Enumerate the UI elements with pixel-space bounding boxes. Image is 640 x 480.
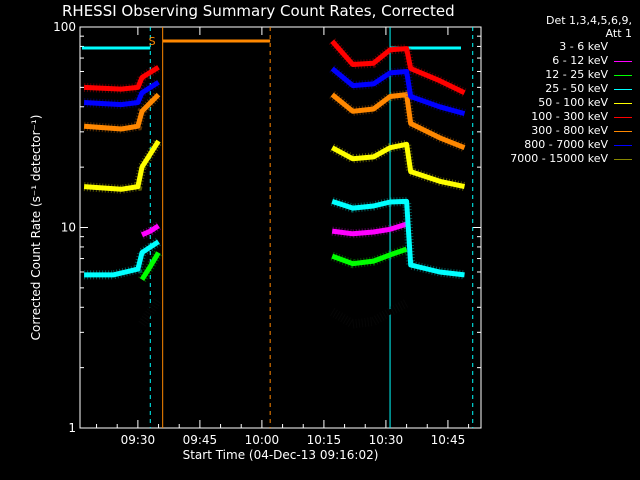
legend-label: 300 - 800 keV [531, 124, 608, 137]
series-line [331, 246, 408, 267]
series-line [83, 139, 161, 192]
legend-swatch [614, 74, 632, 76]
series-noise [329, 299, 409, 329]
legend-header-1: Det 1,3,4,5,6,9, [545, 14, 632, 27]
series-noise [138, 296, 163, 327]
legend-swatch [614, 102, 632, 104]
series-noise [84, 237, 161, 280]
legend-swatch [614, 144, 632, 146]
saa-label: S [149, 35, 156, 48]
legend-label: 12 - 25 keV [545, 68, 608, 81]
legend-swatch [614, 158, 632, 160]
series-line [330, 92, 466, 151]
legend-label: 50 - 100 keV [538, 96, 608, 109]
legend-entry: 12 - 25 keV [462, 68, 632, 82]
legend-swatch [614, 60, 632, 62]
legend-label: 6 - 12 keV [552, 54, 608, 67]
series-noise [140, 222, 161, 239]
series-line [140, 223, 160, 238]
x-axis-label: Start Time (04-Dec-13 09:16:02) [183, 448, 379, 462]
series-6to12keV [140, 219, 408, 239]
series-line [83, 92, 161, 132]
legend-swatch [614, 46, 632, 48]
x-tick-label: 09:45 [183, 433, 218, 447]
series-noise [83, 138, 163, 194]
legend-swatch [614, 130, 632, 132]
series-line [330, 39, 466, 95]
legend-swatch [614, 88, 632, 90]
legend-entry: 6 - 12 keV [462, 54, 632, 68]
y-tick-label: 100 [53, 20, 76, 34]
x-tick-label: 10:45 [431, 433, 466, 447]
chart-title: RHESSI Observing Summary Count Rates, Co… [62, 2, 455, 20]
series-line [331, 221, 408, 237]
series-line [83, 65, 160, 92]
series-100to300keV [83, 38, 467, 97]
legend-header-2: Att 1 [605, 27, 632, 40]
series-noise [330, 244, 409, 269]
series-line [331, 198, 465, 278]
legend-label: 25 - 50 keV [545, 82, 608, 95]
legend-entry: 300 - 800 keV [462, 124, 632, 138]
x-tick-label: 10:15 [307, 433, 342, 447]
legend-entry: 3 - 6 keV [462, 40, 632, 54]
legend-entry: 800 - 7000 keV [462, 138, 632, 152]
y-tick-label: 10 [61, 221, 76, 235]
y-axis-label: Corrected Count Rate (s⁻¹ detector⁻¹) [29, 115, 43, 341]
x-tick-label: 10:00 [245, 433, 280, 447]
series-12to25keV [138, 244, 409, 282]
series-line [139, 297, 161, 326]
series-800to7000keV [83, 65, 466, 118]
series-line [330, 300, 408, 327]
series-line [331, 141, 466, 190]
legend-entry: 7000 - 15000 keV [462, 152, 632, 166]
legend-entry: 50 - 100 keV [462, 96, 632, 110]
series-noise [83, 91, 162, 134]
y-tick-label: 1 [68, 421, 76, 435]
legend-label: 100 - 300 keV [531, 110, 608, 123]
series-50to100keV [83, 138, 466, 194]
legend-label: 7000 - 15000 keV [510, 152, 608, 165]
series-noise [138, 250, 163, 282]
series-25to50keV [84, 196, 466, 280]
series-noise [83, 63, 161, 94]
series-line [84, 239, 160, 278]
legend-swatch [614, 116, 632, 118]
x-tick-label: 10:30 [369, 433, 404, 447]
series-line [330, 66, 466, 117]
chart-legend: Det 1,3,4,5,6,9, Att 1 3 - 6 keV 6 - 12 k… [462, 14, 632, 166]
legend-entry: 100 - 300 keV [462, 110, 632, 124]
series-line [139, 251, 161, 281]
legend-label: 800 - 7000 keV [524, 138, 608, 151]
x-tick-label: 09:30 [121, 433, 156, 447]
series-line [83, 80, 160, 108]
series-noise [328, 38, 467, 97]
legend-label: 3 - 6 keV [559, 40, 608, 53]
series-noise [83, 78, 161, 110]
legend-entry: 25 - 50 keV [462, 82, 632, 96]
series-noise [329, 65, 466, 118]
series-3to6keV [138, 296, 409, 329]
series-300to800keV [83, 89, 467, 152]
